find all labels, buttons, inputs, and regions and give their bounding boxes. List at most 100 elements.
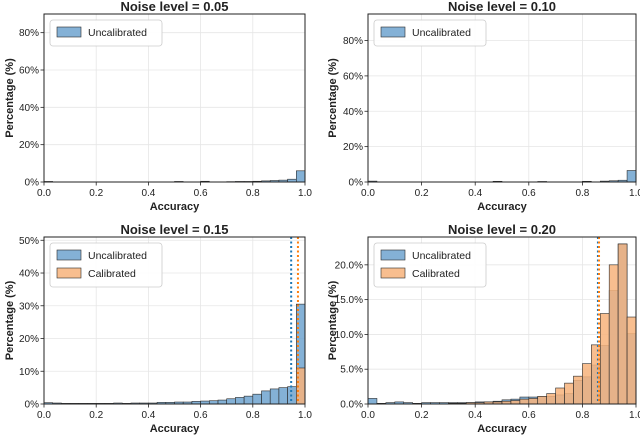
y-axis-label: Percentage (%) [4,280,16,360]
bar-calibrated [546,393,556,405]
axes-frame [367,13,637,183]
axes-frame [43,236,306,405]
x-tick-label: 1.0 [298,188,312,199]
bar-uncalibrated [367,398,378,405]
x-axis-label: Accuracy [150,423,200,435]
x-tick-label: 0.8 [246,188,260,199]
legend-swatch-calibrated [56,267,82,279]
y-tick-label: 20.0% [335,260,363,271]
legend-label-uncalibrated: Uncalibrated [412,27,471,39]
bar-calibrated [608,264,619,405]
legend-swatch-uncalibrated [56,26,82,38]
y-tick-label: 60% [343,71,363,82]
x-tick-label: 0.8 [575,188,589,199]
y-tick-label: 20% [19,334,39,345]
y-axis-label: Percentage (%) [327,58,339,138]
x-tick-label: 0.4 [141,410,155,421]
y-tick-label: 50% [19,236,39,247]
bar-calibrated [510,400,521,405]
legend-label-uncalibrated: Uncalibrated [412,250,471,262]
x-tick-label: 1.0 [298,410,312,421]
y-tick-label: 0% [25,178,40,189]
bar-uncalibrated [252,393,262,405]
x-tick-label: 0.4 [141,188,155,199]
legend-label-calibrated: Calibrated [412,268,460,280]
chart-panel-1: 0.0 0.2 0.4 0.6 0.8 1.0 0% 20% 40% 60% 80% Noise le… [4,0,312,213]
legend-label-uncalibrated: Uncalibrated [88,250,147,262]
y-tick-label: 10% [19,367,39,378]
legend-swatch-uncalibrated [380,26,406,38]
y-tick-label: 20% [343,142,363,153]
x-tick-label: 0.8 [575,410,589,421]
bar-uncalibrated [278,387,288,405]
legend-swatch-uncalibrated [380,249,406,261]
legend-box [49,19,163,47]
bar-uncalibrated [626,170,637,183]
bar-uncalibrated [243,395,254,405]
bar-uncalibrated [296,170,306,183]
legend: Uncalibrated Calibrated [373,242,487,288]
y-tick-label: 0% [349,178,364,189]
chart-panel-3: 0.0 0.2 0.4 0.6 0.8 1.0 0% 10% 20% 30% 40% 50% Noise… [4,222,312,435]
bar-calibrated [582,363,592,405]
x-tick-label: 0.6 [194,188,208,199]
legend-label-uncalibrated: Uncalibrated [88,27,147,39]
x-tick-label: 0.0 [37,410,51,421]
y-tick-label: 20% [19,140,39,151]
y-tick-label: 0.0% [340,400,363,411]
y-tick-label: 80% [343,36,363,47]
bar-uncalibrated [269,388,280,405]
y-tick-label: 0% [25,400,40,411]
bar-calibrated [617,243,628,405]
x-tick-label: 0.0 [361,188,375,199]
x-tick-label: 0.4 [468,188,482,199]
bar-calibrated [555,387,565,405]
x-tick-label: 0.2 [415,410,429,421]
legend-swatch-calibrated [380,267,406,279]
bar-calibrated [528,398,539,405]
y-tick-label: 5.0% [340,365,363,376]
x-tick-label: 0.6 [522,188,536,199]
y-tick-label: 40% [19,103,39,114]
chart-title: Noise level = 0.05 [120,0,228,14]
x-tick-label: 0.2 [415,188,429,199]
x-tick-label: 0.0 [361,410,375,421]
bar-uncalibrated [217,399,227,405]
y-tick-label: 40% [19,269,39,280]
axes-frame [367,236,637,405]
legend: Uncalibrated [49,19,163,47]
legend-box [373,19,487,47]
chart-title: Noise level = 0.15 [120,222,228,237]
legend-label-calibrated: Calibrated [88,268,136,280]
bar-uncalibrated [261,390,271,405]
y-tick-label: 10.0% [335,330,363,341]
x-tick-label: 0.6 [522,410,536,421]
x-tick-label: 0.6 [194,410,208,421]
x-tick-label: 1.0 [629,188,640,199]
x-tick-label: 0.2 [89,188,103,199]
chart-panel-2: 0.0 0.2 0.4 0.6 0.8 1.0 0% 20% 40% 60% 80% Noise le… [327,0,640,213]
y-axis-label: Percentage (%) [4,58,16,138]
bar-calibrated [564,382,574,405]
x-tick-label: 0.2 [89,410,103,421]
x-tick-label: 0.0 [37,188,51,199]
bar-uncalibrated [235,397,245,405]
chart-title: Noise level = 0.20 [448,222,556,237]
legend: Uncalibrated Calibrated [49,242,163,288]
bar-calibrated [573,375,583,405]
y-tick-label: 80% [19,28,39,39]
x-axis-label: Accuracy [477,423,527,435]
bar-calibrated [626,316,637,405]
bar-uncalibrated [226,398,236,405]
bar-calibrated [599,313,610,405]
x-tick-label: 0.8 [246,410,260,421]
bar-calibrated [537,396,547,405]
y-tick-label: 15.0% [335,295,363,306]
bar-calibrated [519,398,530,405]
chart-panel-4: 0.0 0.2 0.4 0.6 0.8 1.0 0.0% 5.0% 10.0% 15.0% 20.0… [327,222,640,435]
x-axis-label: Accuracy [477,201,527,213]
legend-swatch-uncalibrated [56,249,82,261]
legend: Uncalibrated [373,19,487,47]
x-tick-label: 1.0 [629,410,640,421]
x-tick-label: 0.4 [468,410,482,421]
